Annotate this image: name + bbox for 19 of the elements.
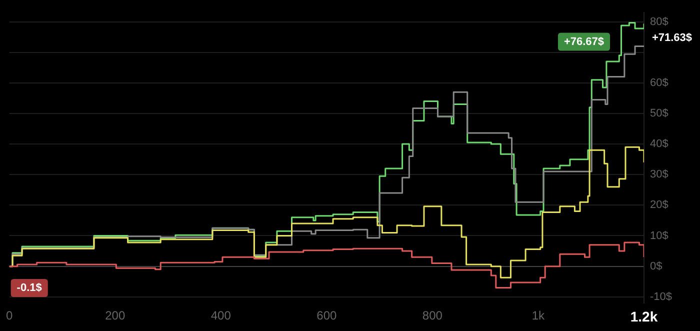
annotation: +76.67$ — [564, 36, 604, 48]
y-tick-label: 40$ — [650, 138, 668, 150]
x-tick-label: 1k — [532, 308, 546, 323]
text: +71.63$ — [652, 32, 692, 44]
y-tick-label: 50$ — [650, 108, 668, 120]
annotation: -0.1$ — [16, 282, 42, 294]
y-tick-label: 60$ — [650, 76, 668, 89]
x-tick-label: 0 — [6, 308, 13, 323]
x-tick-label: 200 — [105, 308, 126, 323]
y-tick-label: 0$ — [650, 260, 662, 272]
x-tick-label: 1.2k — [630, 308, 658, 324]
y-tick-label: 10$ — [650, 230, 668, 242]
y-tick-label: 20$ — [650, 199, 668, 212]
y-tick-label: 80$ — [650, 16, 668, 28]
x-tick-label: 800 — [422, 308, 443, 323]
y-tick-label: 30$ — [650, 168, 668, 181]
x-tick-label: 400 — [210, 308, 232, 323]
x-tick-label: 600 — [316, 308, 337, 323]
y-tick-label: -10$ — [650, 290, 672, 303]
